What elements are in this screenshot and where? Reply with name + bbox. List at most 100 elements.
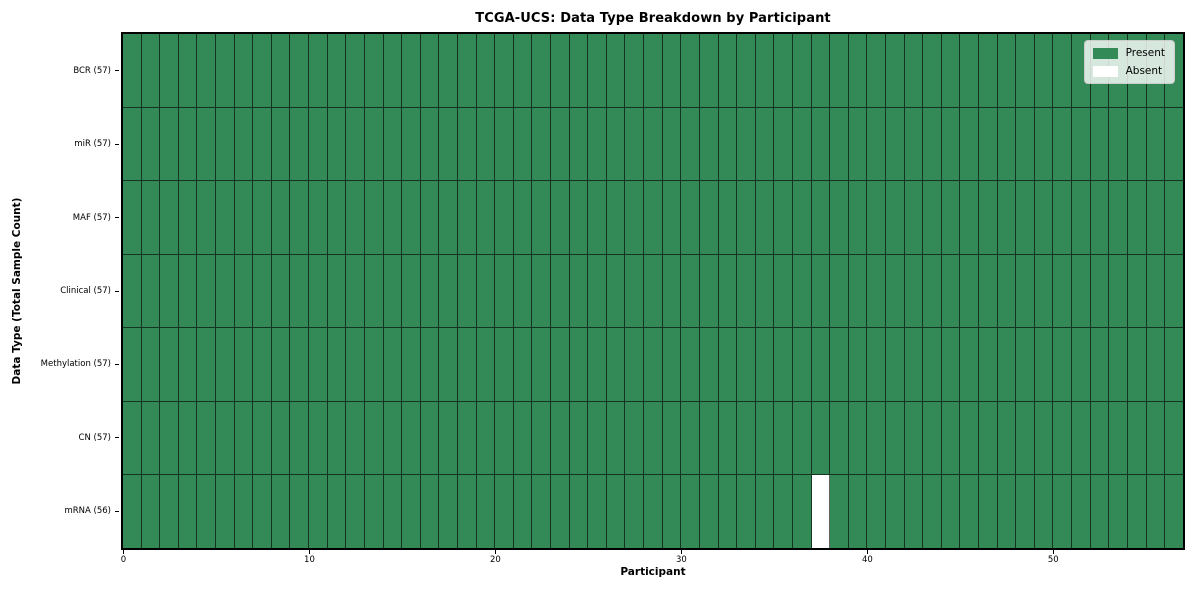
- cell-present: [625, 254, 645, 328]
- cell-present: [1016, 34, 1035, 107]
- legend: Present Absent: [1083, 40, 1175, 84]
- cell-present: [1146, 401, 1166, 475]
- cell-present: [1072, 475, 1091, 549]
- cell-present: [364, 34, 384, 107]
- cell-present: [439, 34, 458, 107]
- cell-present: [1034, 328, 1054, 401]
- cell-present: [979, 107, 998, 181]
- cell-present: [532, 107, 552, 181]
- cell-present: [755, 34, 775, 107]
- cell-present: [1165, 401, 1183, 475]
- cell-present: [290, 107, 310, 181]
- cell-present: [532, 401, 552, 475]
- cell-present: [1109, 254, 1128, 328]
- cell-present: [253, 401, 272, 475]
- cell-present: [718, 401, 738, 475]
- cell-present: [141, 34, 161, 107]
- y-tick-mark: [115, 143, 119, 145]
- cell-present: [141, 475, 161, 549]
- cell-present: [327, 181, 347, 254]
- cell-present: [644, 107, 663, 181]
- cell-present: [420, 475, 440, 549]
- cell-present: [606, 475, 626, 549]
- cell-present: [532, 181, 552, 254]
- cell-present: [383, 328, 403, 401]
- cell-present: [551, 34, 570, 107]
- cell-present: [867, 328, 886, 401]
- cell-present: [476, 401, 496, 475]
- cell-present: [606, 181, 626, 254]
- cell-present: [532, 328, 552, 401]
- cell-present: [848, 107, 868, 181]
- cell-present: [923, 107, 942, 181]
- cell-present: [420, 254, 440, 328]
- cell-present: [234, 401, 254, 475]
- cell-present: [718, 34, 738, 107]
- chart-title: TCGA-UCS: Data Type Breakdown by Partici…: [475, 11, 831, 26]
- cell-present: [364, 328, 384, 401]
- cell-present: [904, 34, 924, 107]
- cell-present: [402, 181, 421, 254]
- cell-present: [792, 107, 812, 181]
- cell-present: [811, 254, 831, 328]
- cell-present: [327, 328, 347, 401]
- cell-present: [885, 475, 905, 549]
- cell-present: [830, 181, 849, 254]
- cell-present: [271, 34, 291, 107]
- x-tick-mark: [123, 550, 124, 554]
- cell-present: [1165, 181, 1183, 254]
- cell-present: [420, 107, 440, 181]
- cell-present: [662, 107, 682, 181]
- cell-present: [476, 254, 496, 328]
- cell-present: [1090, 475, 1110, 549]
- cell-present: [383, 181, 403, 254]
- cell-present: [1016, 475, 1035, 549]
- cell-present: [923, 34, 942, 107]
- cell-present: [271, 328, 291, 401]
- x-tick-label: 10: [304, 555, 315, 565]
- cell-present: [1090, 181, 1110, 254]
- cell-present: [1090, 254, 1110, 328]
- cell-present: [681, 34, 700, 107]
- cell-present: [997, 107, 1017, 181]
- heatmap-row: [123, 181, 1183, 255]
- cell-present: [625, 475, 645, 549]
- cell-present: [718, 107, 738, 181]
- cell-present: [457, 181, 477, 254]
- cell-present: [1090, 328, 1110, 401]
- cell-present: [774, 181, 793, 254]
- cell-present: [830, 254, 849, 328]
- cell-present: [774, 475, 793, 549]
- legend-label-absent: Absent: [1125, 65, 1163, 77]
- cell-present: [532, 475, 552, 549]
- cell-present: [253, 34, 272, 107]
- cell-present: [253, 328, 272, 401]
- cell-present: [923, 328, 942, 401]
- cell-present: [123, 328, 142, 401]
- heatmap-row: [123, 107, 1183, 182]
- cell-present: [123, 401, 142, 475]
- cell-present: [457, 107, 477, 181]
- cell-present: [681, 401, 700, 475]
- cell-present: [792, 401, 812, 475]
- cell-present: [662, 401, 682, 475]
- cell-present: [792, 254, 812, 328]
- cell-present: [941, 475, 961, 549]
- cell-present: [1109, 328, 1128, 401]
- cell-present: [923, 475, 942, 549]
- cell-present: [476, 34, 496, 107]
- cell-present: [197, 254, 217, 328]
- cell-present: [718, 181, 738, 254]
- cell-present: [476, 328, 496, 401]
- cell-present: [234, 107, 254, 181]
- cell-present: [253, 107, 272, 181]
- cell-present: [699, 475, 719, 549]
- present-swatch: [1092, 47, 1118, 59]
- cell-present: [364, 475, 384, 549]
- cell-present: [774, 328, 793, 401]
- cell-present: [997, 475, 1017, 549]
- absent-swatch: [1092, 65, 1118, 77]
- cell-present: [792, 181, 812, 254]
- cell-present: [904, 181, 924, 254]
- cell-present: [885, 254, 905, 328]
